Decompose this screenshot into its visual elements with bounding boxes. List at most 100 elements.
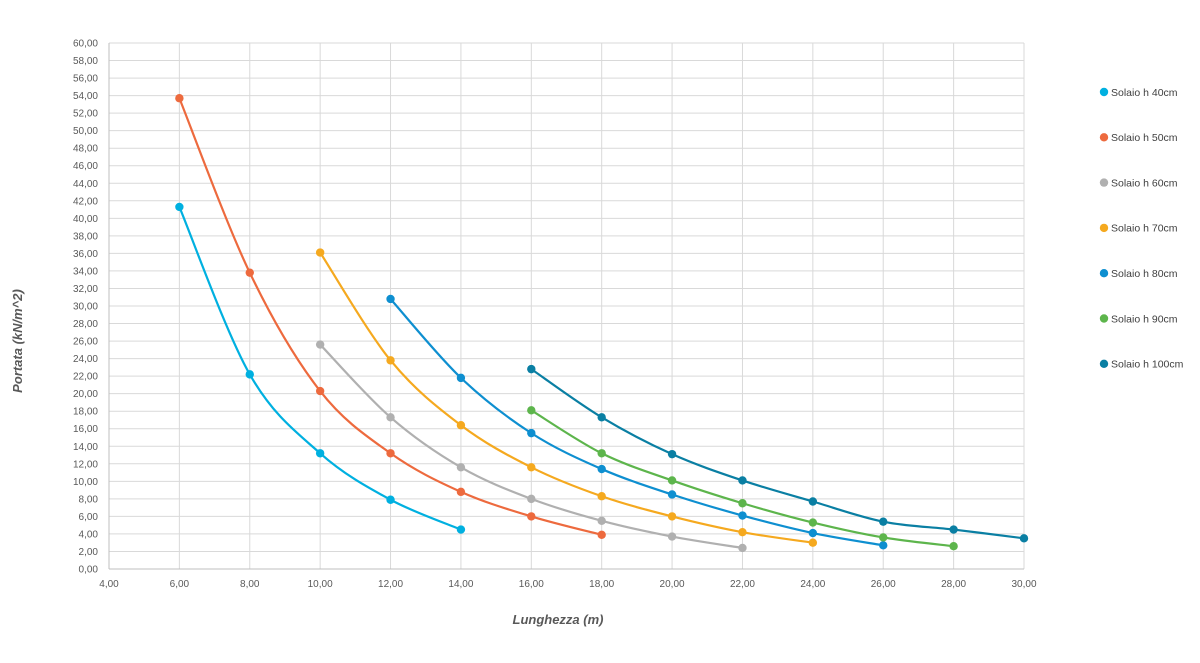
y-tick-label: 44,00 bbox=[73, 179, 98, 190]
x-tick-label: 20,00 bbox=[660, 579, 685, 590]
x-tick-label: 30,00 bbox=[1011, 579, 1036, 590]
legend-item: Solaio h 70cm bbox=[1099, 223, 1178, 235]
y-tick-label: 16,00 bbox=[73, 424, 98, 435]
x-tick-label: 26,00 bbox=[871, 579, 896, 590]
y-tick-label: 4,00 bbox=[79, 529, 99, 540]
data-point bbox=[456, 525, 466, 534]
grid bbox=[109, 42, 1025, 569]
x-tick-label: 6,00 bbox=[170, 579, 190, 590]
data-point bbox=[738, 499, 747, 508]
series-line bbox=[178, 205, 463, 531]
data-point bbox=[667, 476, 677, 485]
legend-item: Solaio h 100cm bbox=[1099, 359, 1184, 371]
legend-item: Solaio h 90cm bbox=[1099, 313, 1178, 325]
data-point bbox=[879, 517, 888, 526]
data-point bbox=[808, 528, 818, 538]
y-tick-labels: 0,00 2,00 4,00 6,00 8,00 10,00 12,00 14,00 16,00… bbox=[73, 39, 98, 576]
y-tick-label: 28,00 bbox=[73, 319, 98, 330]
x-tick-label: 10,00 bbox=[308, 579, 333, 590]
data-point bbox=[879, 541, 888, 550]
data-point bbox=[456, 421, 466, 430]
data-point bbox=[597, 530, 606, 540]
legend-label: Solaio h 70cm bbox=[1111, 223, 1178, 235]
y-tick-label: 56,00 bbox=[73, 74, 98, 85]
y-tick-label: 26,00 bbox=[73, 337, 98, 348]
legend: Solaio h 40cm Solaio h 50cm Solaio h 60cm S… bbox=[1099, 87, 1184, 371]
data-point bbox=[527, 364, 536, 374]
legend-item: Solaio h 80cm bbox=[1099, 268, 1178, 280]
legend-marker bbox=[1099, 178, 1109, 187]
data-point bbox=[597, 516, 606, 525]
series-7 bbox=[527, 364, 1029, 543]
legend-marker bbox=[1099, 314, 1109, 323]
legend-item: Solaio h 50cm bbox=[1099, 132, 1178, 144]
data-point bbox=[527, 512, 536, 521]
data-point bbox=[738, 511, 747, 520]
series-lines bbox=[175, 94, 1029, 553]
y-tick-label: 18,00 bbox=[73, 407, 98, 418]
data-point bbox=[597, 449, 606, 458]
legend-label: Solaio h 100cm bbox=[1111, 359, 1184, 371]
series-6 bbox=[527, 406, 958, 551]
series-3 bbox=[315, 340, 747, 553]
data-point bbox=[245, 268, 254, 277]
y-tick-label: 12,00 bbox=[73, 459, 98, 470]
x-tick-label: 18,00 bbox=[589, 579, 614, 590]
data-point bbox=[949, 542, 958, 551]
legend-marker bbox=[1099, 223, 1109, 233]
y-tick-label: 10,00 bbox=[73, 477, 98, 488]
data-point bbox=[315, 449, 325, 458]
x-tick-label: 22,00 bbox=[730, 579, 755, 590]
y-tick-label: 32,00 bbox=[73, 284, 98, 295]
data-point bbox=[949, 525, 958, 534]
x-tick-label: 12,00 bbox=[378, 579, 403, 590]
data-point bbox=[315, 248, 325, 257]
y-tick-label: 34,00 bbox=[73, 266, 98, 277]
y-tick-label: 24,00 bbox=[73, 354, 98, 365]
y-tick-label: 46,00 bbox=[73, 161, 98, 172]
data-point bbox=[667, 490, 677, 499]
data-point bbox=[456, 373, 466, 383]
x-tick-label: 4,00 bbox=[99, 579, 119, 590]
data-point bbox=[597, 413, 606, 422]
data-point bbox=[667, 532, 677, 541]
data-point bbox=[386, 413, 395, 422]
y-tick-label: 42,00 bbox=[73, 196, 98, 207]
series-4 bbox=[315, 248, 818, 547]
axes bbox=[108, 43, 1024, 570]
data-point bbox=[175, 202, 184, 212]
data-point bbox=[386, 495, 395, 504]
data-point bbox=[386, 294, 395, 304]
data-point bbox=[738, 476, 747, 485]
legend-marker bbox=[1099, 359, 1109, 368]
data-point bbox=[597, 464, 606, 474]
y-tick-label: 38,00 bbox=[73, 231, 98, 242]
legend-label: Solaio h 90cm bbox=[1111, 313, 1178, 325]
y-tick-label: 60,00 bbox=[73, 39, 98, 50]
data-point bbox=[527, 406, 536, 415]
x-axis-title: Lunghezza (m) bbox=[513, 612, 604, 627]
data-point bbox=[386, 449, 395, 458]
legend-marker bbox=[1099, 87, 1109, 97]
data-point bbox=[597, 492, 606, 501]
y-tick-label: 2,00 bbox=[79, 547, 99, 558]
legend-item: Solaio h 40cm bbox=[1099, 87, 1178, 99]
x-tick-label: 24,00 bbox=[800, 579, 825, 590]
data-point bbox=[315, 386, 325, 396]
x-tick-label: 28,00 bbox=[941, 579, 966, 590]
data-point bbox=[738, 527, 747, 537]
data-point bbox=[527, 428, 536, 438]
data-point bbox=[527, 494, 536, 504]
y-tick-label: 36,00 bbox=[73, 249, 98, 260]
data-point bbox=[808, 518, 818, 527]
y-tick-label: 52,00 bbox=[73, 109, 98, 120]
data-point bbox=[456, 463, 466, 472]
series-2 bbox=[175, 94, 606, 540]
x-tick-label: 14,00 bbox=[448, 579, 473, 590]
legend-item: Solaio h 60cm bbox=[1099, 177, 1178, 189]
x-tick-label: 16,00 bbox=[519, 579, 544, 590]
data-point bbox=[1019, 534, 1029, 543]
x-tick-labels: 4,00 6,00 8,00 10,00 12,00 14,00 16,00 18,00 20,… bbox=[99, 579, 1037, 590]
y-tick-label: 22,00 bbox=[73, 372, 98, 383]
y-tick-label: 30,00 bbox=[73, 302, 98, 313]
